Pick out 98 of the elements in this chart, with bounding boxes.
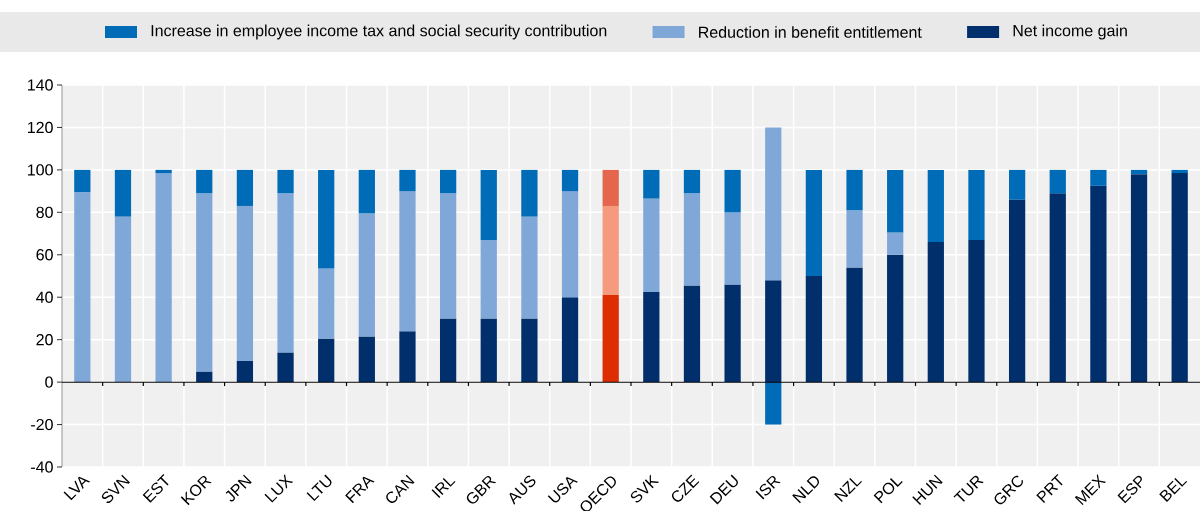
bar (318, 268, 335, 339)
bar (318, 169, 335, 269)
y-tick-label: 40 (36, 291, 53, 303)
y-tick-label: -40 (31, 461, 53, 473)
bar (114, 216, 132, 383)
bar (399, 331, 416, 383)
bar (277, 352, 294, 383)
bar (968, 239, 985, 383)
bar (724, 284, 741, 383)
bar (683, 169, 701, 194)
bar (399, 169, 416, 192)
x-tick-label: TUR (953, 475, 984, 502)
bar (1130, 169, 1148, 175)
x-tick-label: USA (547, 476, 578, 503)
bar (196, 193, 213, 372)
bar (1090, 169, 1107, 186)
bar (439, 318, 457, 383)
bar (1090, 185, 1107, 383)
bar (846, 169, 863, 211)
x-tick-label: NLD (792, 476, 820, 504)
bar (521, 216, 538, 319)
bar (805, 276, 823, 383)
bar (765, 127, 782, 281)
x-tick-label: LTU (306, 474, 332, 502)
bar (1171, 173, 1188, 383)
bar (318, 338, 335, 383)
bar (1008, 169, 1026, 200)
legend-label: Increase in employee income tax and social security contribution (151, 24, 607, 40)
y-tick-label: -20 (31, 418, 53, 431)
bar (74, 192, 91, 383)
bar (1049, 169, 1066, 194)
y-tick-label: 60 (36, 249, 53, 261)
legend-label: Net income gain (1013, 24, 1127, 40)
bar (1049, 193, 1066, 383)
bar (358, 213, 375, 337)
y-tick-label: 100 (28, 164, 53, 176)
x-tick-label: JPN (225, 474, 252, 502)
bar (155, 173, 172, 383)
bar (968, 169, 985, 240)
bar (236, 360, 254, 383)
bar (521, 318, 538, 383)
bar (1008, 199, 1026, 383)
x-tick-label: FRA (345, 476, 375, 504)
x-tick-label: ISR (755, 475, 781, 500)
bar (927, 242, 944, 383)
bar (1130, 174, 1148, 383)
legend-label: Reduction in benefit entitlement (699, 26, 922, 38)
bar (643, 198, 660, 292)
bar (887, 232, 904, 255)
bar (439, 193, 457, 319)
bar (74, 169, 91, 193)
bar (846, 267, 863, 383)
bar (765, 280, 782, 383)
bar (643, 169, 660, 199)
bar (277, 193, 294, 353)
bar (196, 169, 213, 194)
bar (480, 169, 497, 240)
y-tick-label: 80 (36, 206, 53, 218)
bar (1171, 169, 1188, 174)
bar (521, 169, 538, 217)
bar (643, 291, 660, 383)
x-tick-label: POL (873, 478, 903, 504)
bar (602, 169, 619, 206)
bar (480, 239, 497, 319)
x-tick-label: NZL (834, 478, 862, 502)
bar (927, 169, 944, 243)
bar (846, 210, 863, 268)
bar (236, 169, 254, 206)
bar (683, 285, 701, 383)
bar (887, 169, 904, 233)
y-tick-label: 20 (36, 334, 53, 346)
bar (602, 295, 619, 383)
bar (887, 254, 904, 383)
bar (602, 205, 619, 296)
bar (155, 169, 172, 174)
bar (236, 205, 254, 361)
x-tick-label: IRL (431, 478, 456, 499)
x-tick-label: LVA (63, 476, 91, 501)
bar (196, 371, 213, 383)
bar (358, 336, 375, 383)
bar (805, 169, 823, 276)
bar (399, 191, 416, 332)
y-tick-label: 0 (45, 376, 53, 388)
bar (480, 318, 497, 383)
bar (724, 212, 741, 285)
bar (561, 297, 579, 383)
y-tick-label: 120 (28, 121, 53, 134)
x-tick-label: BEL (1159, 478, 1188, 502)
bar (724, 169, 741, 213)
bar (561, 191, 579, 298)
bar (277, 169, 294, 194)
y-tick-label: 140 (28, 79, 53, 91)
bar (765, 382, 782, 425)
bar (114, 169, 132, 217)
bar (561, 169, 579, 192)
bar (358, 169, 375, 214)
bar (683, 193, 701, 286)
bar (439, 169, 457, 194)
